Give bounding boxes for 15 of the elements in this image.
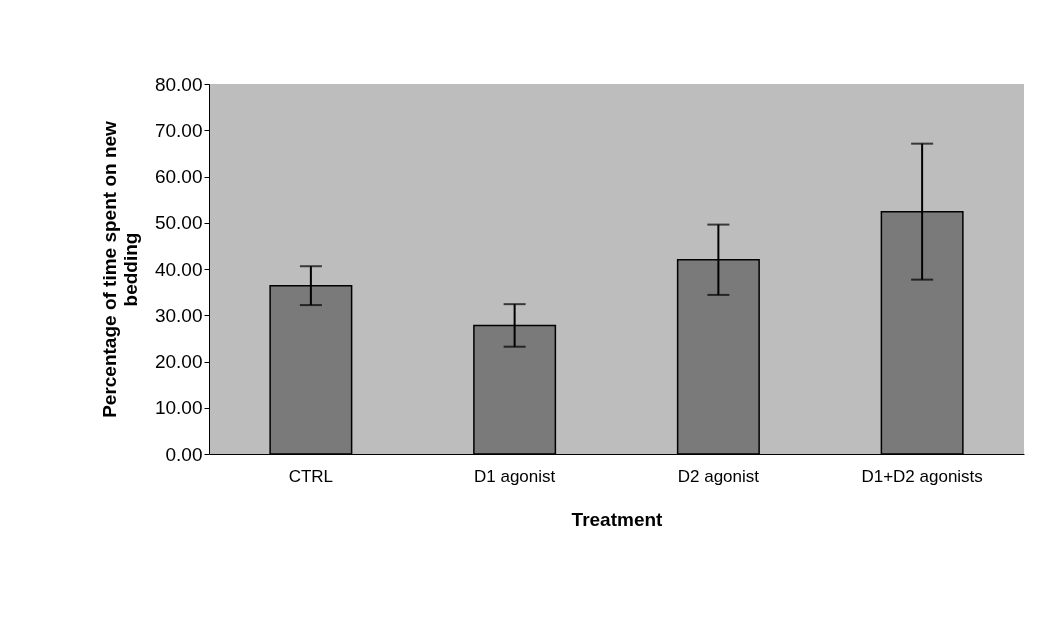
y-tick-label: 40.00 [154, 258, 203, 280]
y-tick-label: 30.00 [154, 304, 203, 326]
x-tick-label: D1+D2 agonists [861, 466, 983, 486]
y-tick-label: 10.00 [154, 397, 203, 419]
y-axis-title: Percentage of time spent on new bedding [98, 120, 141, 418]
x-tick-label: D2 agonist [677, 466, 760, 486]
y-tick-label: 0.00 [165, 443, 203, 465]
y-tick-label: 60.00 [154, 166, 203, 187]
x-tick-label: D1 agonist [473, 466, 556, 486]
y-tick-label: 50.00 [154, 212, 203, 234]
y-tick-label: 70.00 [154, 119, 203, 141]
y-tick-label: 80.00 [154, 73, 203, 95]
x-tick-label: CTRL [288, 466, 334, 486]
y-tick-label: 20.00 [154, 351, 203, 372]
x-axis-title: Treatment [571, 508, 664, 530]
